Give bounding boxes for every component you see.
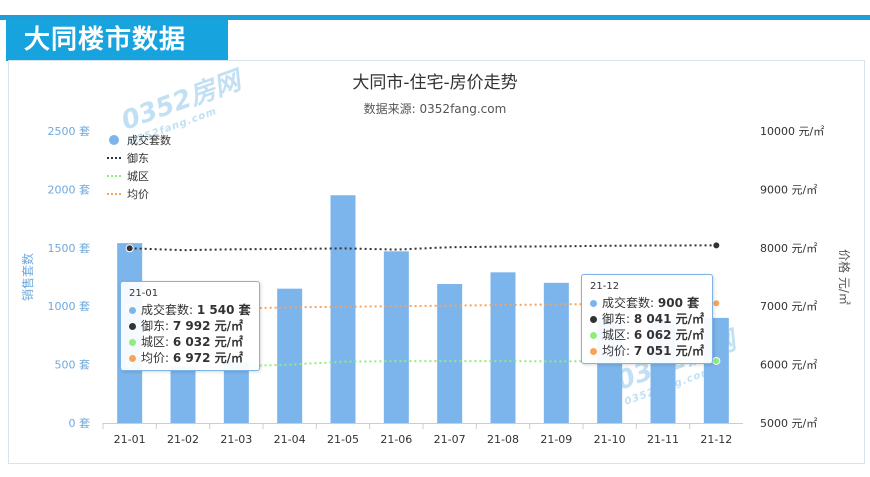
x-tick-label: 21-09 bbox=[540, 433, 572, 446]
chart-subtitle: 数据来源: 0352fang.com bbox=[363, 102, 507, 116]
bar-21-05 bbox=[330, 195, 356, 423]
left-axis-tick-label: 1000 套 bbox=[48, 300, 91, 313]
right-axis-tick-label: 7000 元/㎡ bbox=[760, 300, 817, 313]
right-axis-tick-label: 9000 元/㎡ bbox=[760, 183, 817, 196]
x-tick-label: 21-07 bbox=[434, 433, 466, 446]
tooltip-row-average: 均价: 6 972 元/㎡ bbox=[129, 350, 251, 366]
legend-marker-bar bbox=[109, 135, 119, 145]
tooltip-row-deals: 成交套数: 900 套 bbox=[590, 295, 704, 311]
chart-title: 大同市-住宅-房价走势 bbox=[352, 73, 518, 93]
x-tick-label: 21-05 bbox=[327, 433, 359, 446]
top-accent-bar bbox=[0, 15, 870, 20]
tooltip-row-yudong: 御东: 7 992 元/㎡ bbox=[129, 318, 251, 334]
left-axis-tick-label: 0 套 bbox=[69, 417, 91, 430]
left-axis-tick-label: 2500 套 bbox=[48, 125, 91, 138]
tooltip-first-month: 21-01 成交套数: 1 540 套 御东: 7 992 元/㎡ 城区: 6 … bbox=[120, 281, 260, 371]
bar-21-09 bbox=[543, 282, 569, 423]
section-title: 大同楼市数据 bbox=[6, 19, 228, 61]
x-tick-label: 21-04 bbox=[274, 433, 306, 446]
line-point bbox=[712, 356, 721, 365]
tooltip-row-average: 均价: 7 051 元/㎡ bbox=[590, 343, 704, 359]
line-point bbox=[712, 241, 721, 250]
tooltip-row-yudong: 御东: 8 041 元/㎡ bbox=[590, 311, 704, 327]
tooltip-header: 21-12 bbox=[590, 281, 620, 292]
tooltip-last-month: 21-12 成交套数: 900 套 御东: 8 041 元/㎡ 城区: 6 06… bbox=[581, 274, 714, 364]
line-point bbox=[712, 299, 721, 308]
tooltip-row-chengqu: 城区: 6 032 元/㎡ bbox=[129, 334, 251, 350]
legend-label: 城区 bbox=[127, 170, 149, 183]
right-axis-tick-label: 6000 元/㎡ bbox=[760, 359, 817, 372]
line-point bbox=[125, 244, 134, 253]
x-tick-label: 21-08 bbox=[487, 433, 519, 446]
bar-21-02 bbox=[170, 366, 196, 423]
left-axis-tick-label: 1500 套 bbox=[48, 242, 91, 255]
bar-21-07 bbox=[437, 284, 463, 423]
x-tick-label: 21-03 bbox=[220, 433, 252, 446]
legend-label: 均价 bbox=[127, 188, 149, 201]
x-tick-label: 21-01 bbox=[114, 433, 146, 446]
legend-label: 御东 bbox=[127, 151, 149, 165]
tooltip-header: 21-01 bbox=[129, 288, 159, 299]
x-tick-label: 21-06 bbox=[380, 433, 412, 446]
tooltip-row-chengqu: 城区: 6 062 元/㎡ bbox=[590, 327, 704, 343]
bar-21-04 bbox=[277, 288, 303, 423]
bar-21-08 bbox=[490, 272, 516, 423]
legend-label: 成交套数 bbox=[127, 133, 171, 147]
right-axis-tick-label: 8000 元/㎡ bbox=[760, 242, 817, 255]
left-axis-tick-label: 500 套 bbox=[55, 359, 91, 372]
x-tick-label: 21-11 bbox=[647, 433, 679, 446]
x-tick-label: 21-10 bbox=[594, 433, 626, 446]
line-series-0 bbox=[129, 244, 717, 252]
right-axis-tick-label: 5000 元/㎡ bbox=[760, 417, 817, 430]
left-axis-tick-label: 2000 套 bbox=[48, 183, 91, 196]
bar-21-06 bbox=[383, 251, 409, 423]
bar-21-03 bbox=[223, 362, 249, 423]
tooltip-row-deals: 成交套数: 1 540 套 bbox=[129, 302, 251, 318]
right-axis-title: 价格 元/㎡ bbox=[837, 249, 852, 305]
left-axis-title: 销售套数 bbox=[20, 253, 35, 301]
x-tick-label: 21-12 bbox=[700, 433, 732, 446]
x-tick-label: 21-02 bbox=[167, 433, 199, 446]
right-axis-tick-label: 10000 元/㎡ bbox=[760, 125, 824, 138]
